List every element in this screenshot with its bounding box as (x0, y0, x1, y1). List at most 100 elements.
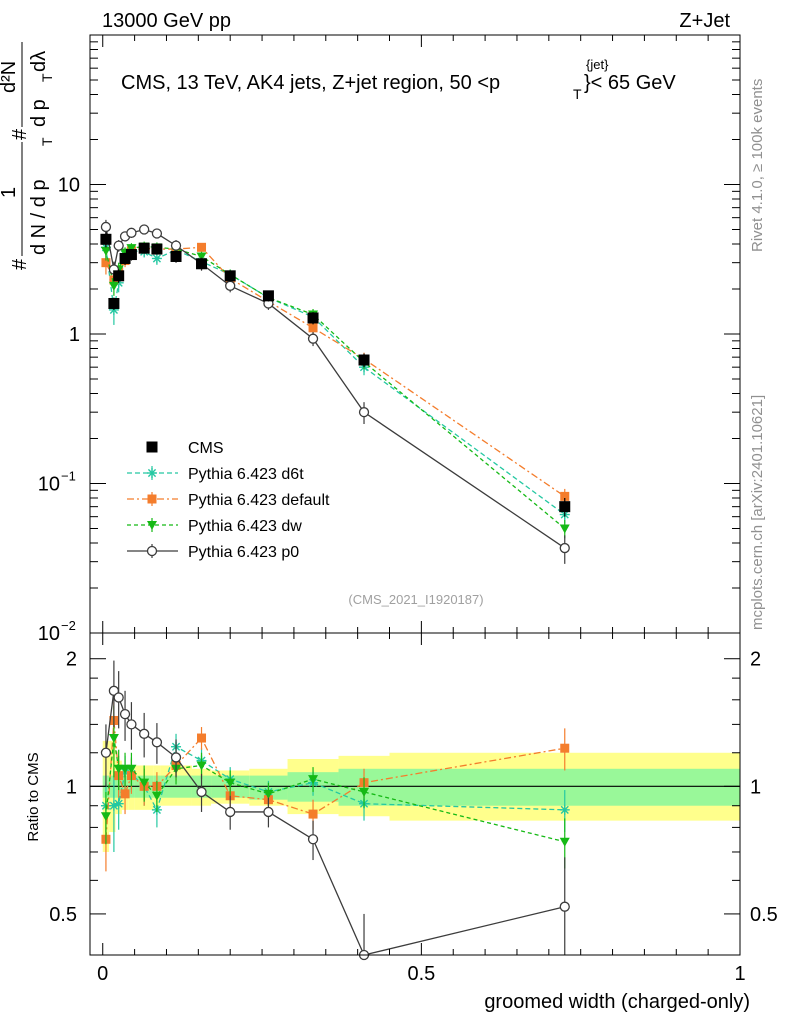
ratio-point-dw (100, 812, 111, 822)
x-tick-label-2: 1 (734, 963, 745, 985)
header-energy: 13000 GeV pp (102, 10, 231, 32)
point-data (138, 242, 150, 254)
x-tick-label-0: 0 (97, 963, 108, 985)
ratio-point-dw (120, 764, 131, 774)
ylabel-frac1-den: d N / d p (28, 179, 50, 255)
legend-label-p0: Pythia 6.423 p0 (188, 544, 299, 561)
point-data (559, 501, 571, 513)
legend: CMS Pythia 6.423 d6t Pythia 6.423 default P… (127, 440, 330, 561)
point-data (100, 233, 112, 245)
point-p0 (126, 227, 137, 238)
title-main: CMS, 13 TeV, AK4 jets, Z+jet region, 50 … (121, 72, 500, 94)
ratio-point-p0 (307, 834, 319, 845)
main-y-tick-label-3: 10 (58, 175, 80, 197)
point-p0 (100, 221, 112, 233)
series-line-dw (105, 245, 566, 530)
svg-text:1: 1 (69, 324, 80, 346)
point-data (358, 354, 370, 366)
ratio-point-dw (151, 791, 162, 801)
ratio-y-tick-label-right-1: 1 (750, 776, 761, 798)
ratio-point-dw (263, 789, 274, 799)
point-data (108, 297, 120, 309)
ratio-point-p0 (119, 709, 131, 720)
point-data (113, 270, 125, 282)
svg-text:10: 10 (58, 175, 80, 197)
point-dw (126, 244, 137, 254)
point-default (560, 491, 570, 501)
ratio-point-p0 (170, 752, 182, 763)
ratio-line-p0 (105, 689, 565, 956)
ratio-plot: 0 0.5 1 0.5 0.5 1 1 2 2 (49, 632, 778, 985)
ratio-point-dw (126, 764, 137, 774)
point-data (224, 270, 236, 282)
ratio-point-dw (308, 775, 319, 785)
ratio-point-dw (559, 837, 570, 847)
main-y-tick-label-2: 1 (69, 324, 80, 346)
ylabel-frac2-num: d²N (0, 61, 20, 93)
ratio-line-dw (105, 737, 565, 843)
svg-text:−2: −2 (61, 618, 76, 633)
ylabel-frac1-num: 1 (0, 187, 20, 198)
legend-entry-default: Pythia 6.423 default (127, 492, 330, 509)
ylabel-hash1: # (9, 258, 31, 270)
ylabel-frac1-sub: T (39, 137, 55, 146)
title-sub: T (573, 86, 582, 102)
point-p0 (559, 542, 570, 554)
ratio-point-p0 (151, 737, 163, 748)
ratio-point-p0 (559, 901, 570, 912)
svg-text:10: 10 (38, 474, 60, 496)
series-default (101, 242, 570, 505)
plot-title: CMS, 13 TeV, AK4 jets, Z+jet region, 50 … (121, 57, 676, 102)
ratio-y-tick-label-right-0: 0.5 (750, 904, 778, 926)
point-p0 (307, 333, 319, 344)
ratio-point-dw (196, 761, 207, 771)
point-data (307, 312, 319, 324)
point-dw (196, 252, 207, 262)
ratio-point-default (197, 733, 207, 743)
legend-entry-dw: Pythia 6.423 dw (127, 518, 302, 535)
legend-marker-dw (147, 521, 157, 530)
point-data (262, 290, 274, 302)
ylabel-hash2: # (9, 128, 31, 140)
ratio-line-default (105, 720, 565, 840)
point-default (308, 323, 318, 333)
ratio-point-dw (113, 764, 124, 774)
legend-entry-data: CMS (146, 440, 224, 457)
ratio-point-default (560, 743, 570, 753)
point-default (197, 242, 207, 252)
x-tick-label-1: 0.5 (407, 963, 435, 985)
legend-entry-d6t: Pythia 6.423 d6t (127, 466, 304, 483)
series-p0 (100, 219, 570, 564)
ratio-point-dw (139, 778, 150, 788)
series-dw (100, 241, 570, 539)
legend-marker-data (146, 441, 158, 453)
legend-marker-p0 (146, 545, 158, 557)
ratio-point-p0 (100, 747, 112, 758)
ratio-point-dw (108, 734, 119, 744)
point-p0 (113, 240, 124, 251)
ratio-point-dw (359, 787, 370, 797)
legend-label-default: Pythia 6.423 default (188, 492, 330, 509)
analysis-tag: (CMS_2021_I1920187) (348, 592, 483, 607)
legend-label-d6t: Pythia 6.423 d6t (188, 466, 304, 483)
ratio-series-p0 (100, 660, 570, 961)
ratio-point-p0 (263, 806, 274, 818)
svg-text:10: 10 (38, 623, 60, 645)
ratio-point-default (308, 809, 318, 819)
legend-label-dw: Pythia 6.423 dw (188, 518, 302, 535)
title-sup: {jet} (586, 57, 609, 72)
ylabel-frac2-tail: dλ (28, 51, 50, 72)
ratio-point-d6t (113, 798, 124, 809)
point-dw (559, 524, 570, 534)
ratio-ylabel: Ratio to CMS (25, 752, 42, 841)
series-data (100, 232, 571, 517)
ratio-point-p0 (225, 806, 236, 818)
legend-marker-default (147, 494, 157, 504)
legend-label-data: CMS (188, 440, 224, 457)
point-data (196, 258, 208, 270)
main-ylabel: # 1 d N / d p T # d²N d p T dλ (0, 42, 55, 270)
point-dw (100, 246, 111, 256)
svg-text:−1: −1 (61, 469, 76, 484)
